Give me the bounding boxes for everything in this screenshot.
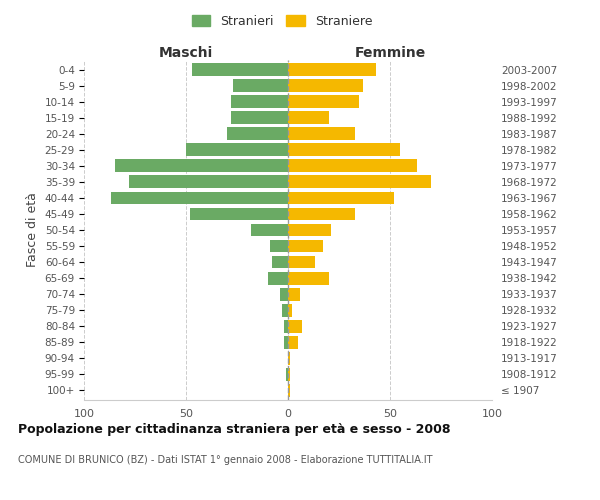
Bar (268, 272, 288, 284)
Text: Maschi: Maschi (159, 46, 213, 60)
Bar (115, 160, 288, 172)
Bar (227, 128, 288, 140)
Bar (288, 304, 292, 316)
Legend: Stranieri, Straniere: Stranieri, Straniere (188, 11, 376, 32)
Text: Femmine: Femmine (355, 46, 425, 60)
Bar (288, 208, 355, 220)
Bar (288, 112, 329, 124)
Bar (129, 176, 288, 188)
Bar (288, 63, 376, 76)
Bar (288, 192, 394, 204)
Bar (284, 320, 288, 332)
Bar (286, 368, 288, 381)
Bar (280, 288, 288, 300)
Bar (288, 320, 302, 332)
Text: COMUNE DI BRUNICO (BZ) - Dati ISTAT 1° gennaio 2008 - Elaborazione TUTTITALIA.IT: COMUNE DI BRUNICO (BZ) - Dati ISTAT 1° g… (18, 455, 433, 465)
Bar (282, 304, 288, 316)
Bar (288, 352, 290, 364)
Bar (288, 368, 290, 381)
Bar (288, 176, 431, 188)
Bar (269, 240, 288, 252)
Bar (284, 336, 288, 348)
Bar (231, 112, 288, 124)
Bar (288, 144, 400, 156)
Bar (251, 224, 288, 236)
Bar (288, 79, 364, 92)
Bar (110, 192, 288, 204)
Bar (288, 160, 416, 172)
Bar (288, 272, 329, 284)
Bar (288, 128, 355, 140)
Bar (288, 224, 331, 236)
Bar (288, 288, 300, 300)
Bar (233, 79, 288, 92)
Bar (190, 208, 288, 220)
Bar (272, 256, 288, 268)
Bar (288, 96, 359, 108)
Bar (231, 96, 288, 108)
Bar (192, 63, 288, 76)
Text: Popolazione per cittadinanza straniera per età e sesso - 2008: Popolazione per cittadinanza straniera p… (18, 422, 451, 436)
Bar (186, 144, 288, 156)
Bar (288, 336, 298, 348)
Bar (288, 256, 314, 268)
Bar (288, 384, 290, 397)
Bar (288, 240, 323, 252)
Y-axis label: Fasce di età: Fasce di età (26, 192, 39, 268)
